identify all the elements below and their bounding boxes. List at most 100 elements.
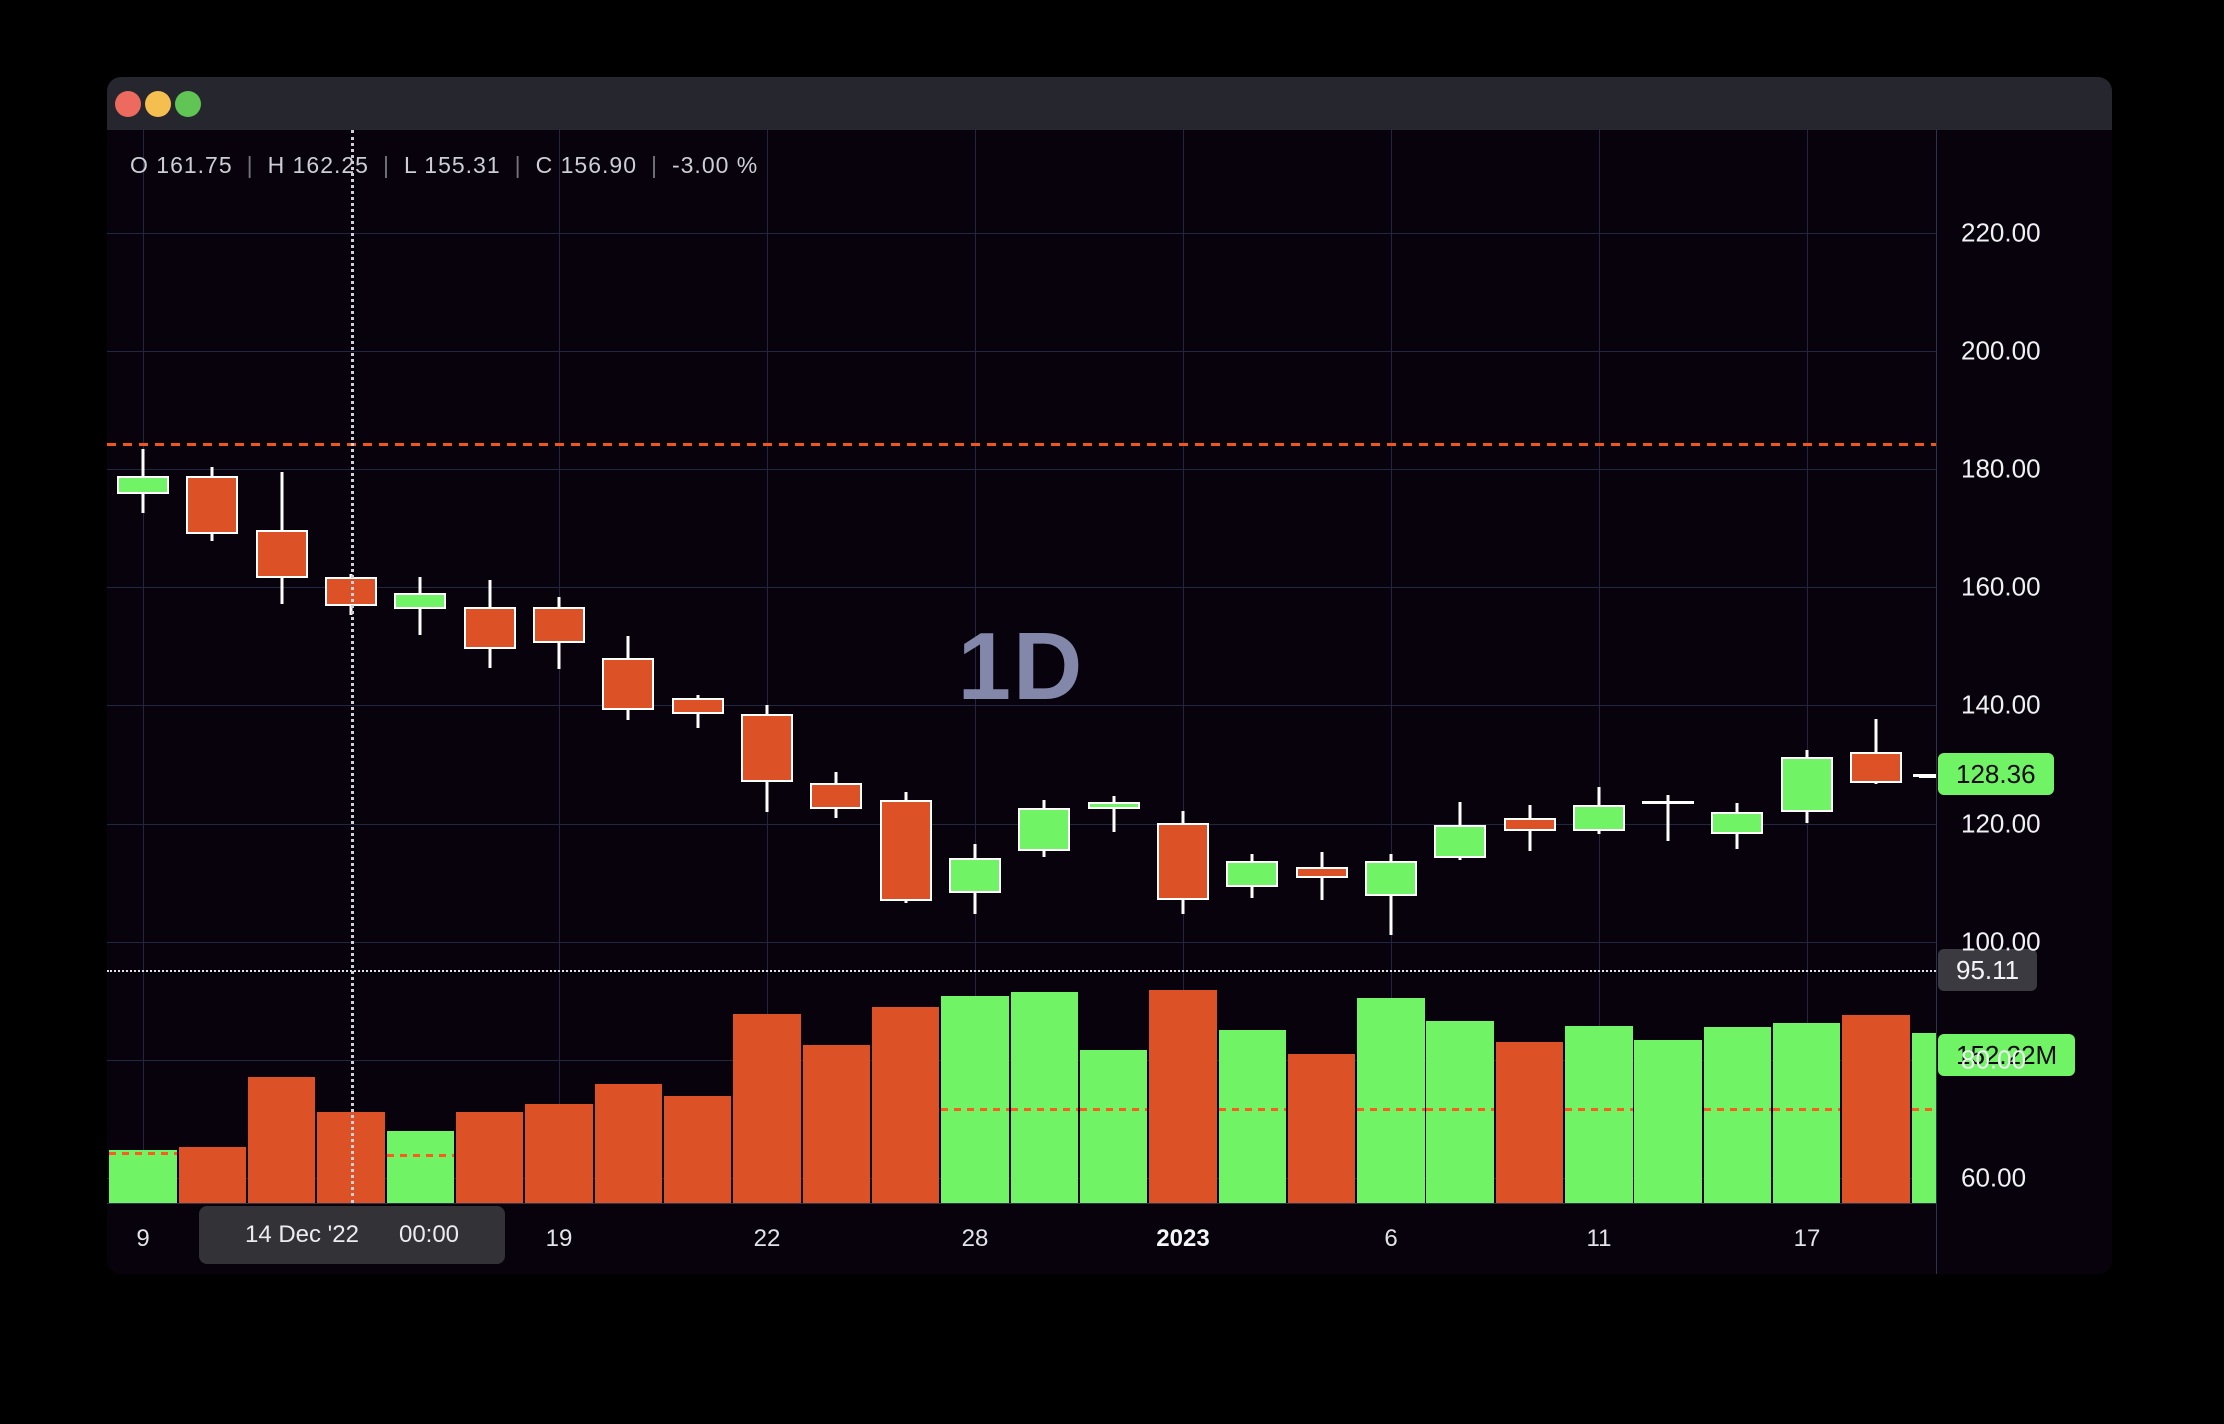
vertical-gridline [1183,130,1184,1203]
volume-ma-dash [1773,1108,1841,1112]
price-axis-tick: 60.00 [1961,1162,2027,1193]
candlestick [1503,805,1556,852]
candle-body [1018,807,1071,852]
volume-bar [178,1147,247,1203]
candle-body [1572,804,1625,831]
price-level-line [107,970,1936,972]
candlestick [1642,795,1695,842]
volume-value-label: 152.22M [1938,1034,2076,1076]
candle-body [1087,801,1140,809]
time-axis-tick: 2023 [1156,1225,1210,1252]
candlestick [1434,801,1487,860]
horizontal-gridline [107,941,1936,943]
price-axis-tick: 200.00 [1961,335,2041,366]
candlestick [1226,853,1279,899]
volume-bar [317,1111,385,1203]
horizontal-gridline [107,469,1936,471]
candlestick [879,791,932,903]
volume-ma-dash [941,1108,1009,1112]
candlestick [1295,852,1348,900]
volume-bar [525,1104,593,1203]
candle-body [117,475,169,494]
candlestick [602,635,655,720]
volume-bar [594,1083,662,1203]
crosshair-vertical-line [351,130,354,1203]
volume-ma-dash [1357,1108,1425,1112]
candle-wick [1112,795,1116,832]
last-price-label: 128.36 [1938,753,2054,796]
vertical-gridline [1599,130,1600,1203]
candlestick [324,574,377,615]
legend-high: H 162.25 [267,152,369,178]
doji-open-close-line [1642,801,1695,805]
volume-ma-dash [1565,1108,1633,1112]
volume-ma-dash [386,1153,454,1157]
volume-ma-dash [1079,1108,1148,1112]
candlestick [1572,787,1625,834]
volume-bar [1149,990,1217,1203]
volume-bar [1010,992,1078,1203]
volume-bar [1495,1041,1564,1203]
volume-bar [1911,1033,1936,1203]
candle-body [671,698,724,714]
vertical-gridline [1391,130,1392,1203]
candlestick [948,843,1001,915]
candle-body [1295,867,1348,879]
candlestick [671,694,724,729]
legend-separator: | [246,152,254,178]
price-axis-tick: 100.00 [1961,926,2041,957]
close-window-button[interactable] [115,91,141,117]
legend-close: C 156.90 [535,152,637,178]
time-axis-tick: 17 [1793,1225,1821,1252]
volume-bar [1426,1020,1494,1203]
volume-bar [941,995,1009,1203]
legend-low: L 155.31 [403,152,501,178]
candle-body [740,714,793,782]
candle-body [532,607,585,643]
volume-bar [1079,1049,1148,1203]
volume-ma-dash [1426,1108,1494,1112]
candle-body [1434,825,1487,859]
volume-ma-dash [1911,1108,1936,1112]
candle-wick [1666,795,1670,842]
horizontal-gridline [107,233,1936,234]
window-titlebar[interactable] [107,77,2112,130]
volume-ma-dash [1703,1108,1772,1112]
volume-bar [663,1096,732,1203]
chart-app-window: 1D O 161.75 | H 162.25 | L 155.31 | C 156.90 | -… [107,77,2112,1274]
candle-body [1850,752,1903,783]
interval-watermark: 1D [957,613,1085,720]
price-axis-tick: 80.00 [1961,1044,2027,1075]
candle-body [1503,818,1556,832]
chart-plot-area[interactable]: 1D O 161.75 | H 162.25 | L 155.31 | C 156.90 | -… [107,77,1936,1203]
candle-wick [1874,718,1878,784]
candle-body [1711,811,1764,834]
candle-body [1780,756,1833,812]
candle-body [394,592,447,609]
last-price-dash [1913,774,1936,777]
candlestick [1850,718,1903,784]
candle-body [1226,860,1279,888]
time-axis-tick: 11 [1586,1225,1612,1252]
horizontal-gridline [107,705,1936,707]
candle-body [948,858,1001,894]
candlestick [394,577,447,636]
candlestick [1087,795,1140,832]
legend-separator: | [514,152,522,178]
volume-bar [1218,1030,1286,1203]
candlestick [255,471,308,605]
legend-change-percent: -3.00 % [671,152,759,178]
maximize-window-button[interactable] [175,91,201,117]
time-axis[interactable]: 14 Dec '22 00:00 9 19 22 28 2023 6 11 17 [107,1203,2112,1274]
volume-ma-dash [1010,1108,1078,1112]
price-axis[interactable]: 128.36 95.11 152.22M 220.00 200.00 180.00 1… [1936,130,2112,1274]
crosshair-date: 14 Dec '22 [244,1221,359,1248]
minimize-window-button[interactable] [145,91,171,117]
candle-body [463,607,516,650]
candle-body [255,530,308,578]
candlestick [532,596,585,669]
volume-bar [1634,1039,1702,1203]
price-level-label: 95.11 [1938,949,2038,992]
alert-level-line [107,443,1936,446]
volume-bar [1842,1015,1910,1203]
